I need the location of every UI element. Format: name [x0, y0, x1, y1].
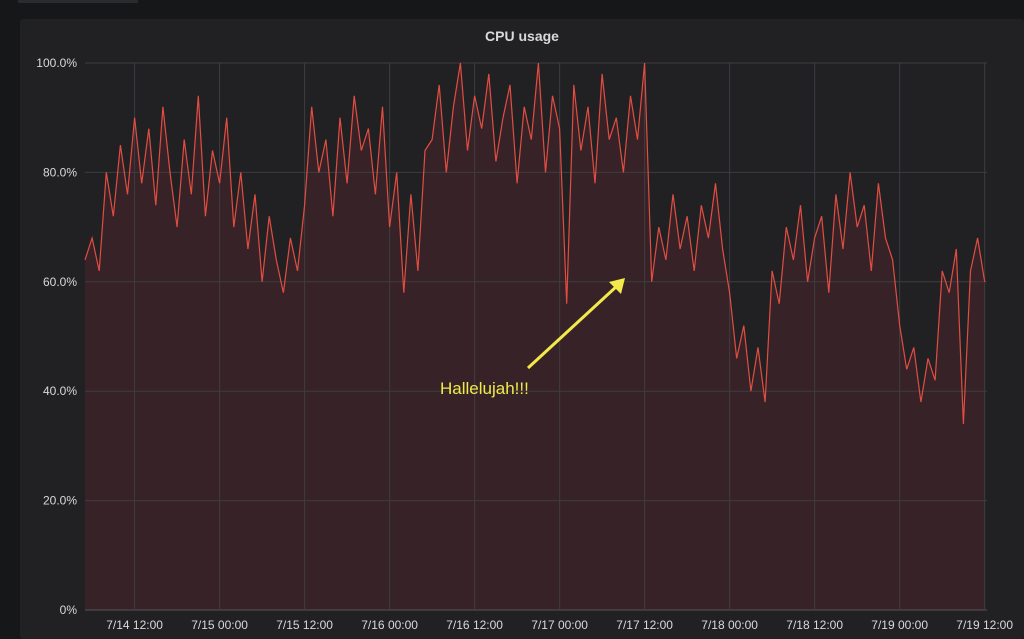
- x-tick-label: 7/17 12:00: [616, 618, 673, 632]
- annotation-arrow-shaft: [526, 284, 619, 370]
- x-tick-label: 7/15 12:00: [276, 618, 333, 632]
- panel-title: CPU usage: [485, 28, 559, 44]
- x-tick-label: 7/19 00:00: [871, 618, 928, 632]
- x-tick-label: 7/16 12:00: [446, 618, 503, 632]
- series-line: [84, 62, 986, 425]
- y-tick-label: 0%: [60, 603, 78, 617]
- y-tick-label: 80.0%: [43, 165, 77, 179]
- top-toolbar-edge: [18, 0, 138, 3]
- y-tick-label: 100.0%: [36, 56, 77, 70]
- x-tick-label: 7/14 12:00: [106, 618, 163, 632]
- y-tick-label: 20.0%: [43, 494, 77, 508]
- area-fill: [85, 63, 985, 610]
- y-tick-label: 40.0%: [43, 384, 77, 398]
- x-tick-label: 7/19 12:00: [956, 618, 1013, 632]
- annotation-text: Hallelujah!!!: [440, 379, 529, 398]
- x-tick-label: 7/18 12:00: [786, 618, 843, 632]
- x-tick-label: 7/17 00:00: [531, 618, 588, 632]
- y-tick-label: 60.0%: [43, 275, 77, 289]
- x-tick-label: 7/15 00:00: [191, 618, 248, 632]
- x-tick-label: 7/16 00:00: [361, 618, 418, 632]
- annotation-arrowhead: [609, 278, 625, 294]
- x-tick-label: 7/18 00:00: [701, 618, 758, 632]
